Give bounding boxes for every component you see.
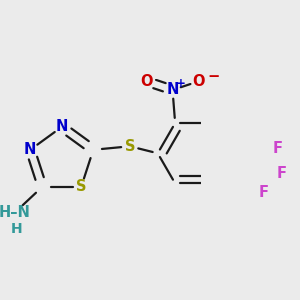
Text: H–N: H–N (0, 206, 30, 220)
Text: F: F (273, 141, 283, 156)
Text: O: O (192, 74, 205, 89)
Text: −: − (207, 69, 220, 84)
Text: S: S (124, 139, 135, 154)
Text: +: + (176, 76, 185, 89)
Text: N: N (167, 82, 179, 98)
Text: F: F (276, 166, 286, 181)
Text: S: S (76, 179, 86, 194)
Text: H: H (11, 222, 23, 236)
Text: F: F (259, 185, 269, 200)
Text: O: O (140, 74, 153, 89)
Text: N: N (56, 119, 68, 134)
Text: N: N (24, 142, 37, 157)
